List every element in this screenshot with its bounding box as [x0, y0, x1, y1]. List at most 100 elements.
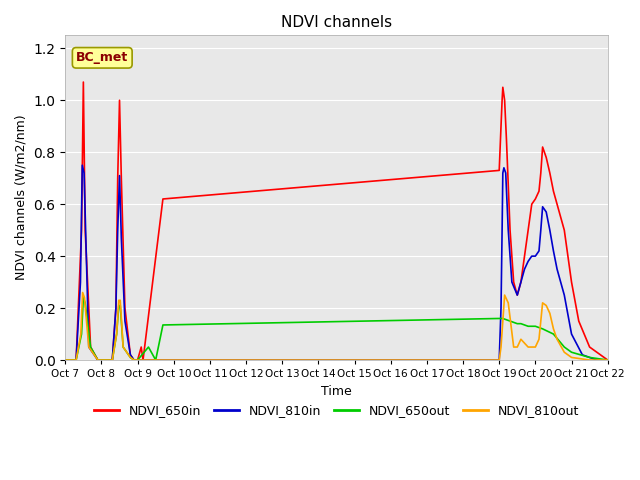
NDVI_650in	[79, 79, 87, 85]
NDVI_650in	[539, 144, 547, 150]
NDVI_650out	[87, 344, 95, 350]
NDVI_810out	[537, 318, 545, 324]
NDVI_810out	[532, 344, 540, 350]
NDVI_650out	[517, 321, 525, 326]
NDVI_810in	[579, 352, 586, 358]
NDVI_810in	[116, 173, 124, 179]
NDVI_650in	[513, 292, 521, 298]
X-axis label: Time: Time	[321, 384, 352, 397]
NDVI_650in	[500, 97, 508, 103]
NDVI_650in	[553, 201, 561, 207]
NDVI_650out	[134, 357, 141, 363]
NDVI_810out	[535, 336, 543, 342]
NDVI_650in	[118, 175, 125, 181]
NDVI_810in	[61, 357, 69, 363]
NDVI_650in	[546, 170, 554, 176]
NDVI_810in	[542, 209, 550, 215]
NDVI_810in	[97, 357, 105, 363]
NDVI_810in	[145, 357, 152, 363]
NDVI_650in	[524, 227, 532, 233]
NDVI_810out	[517, 336, 525, 342]
NDVI_810out	[130, 357, 138, 363]
NDVI_650out	[130, 357, 138, 363]
NDVI_650in	[521, 253, 529, 259]
NDVI_810out	[61, 357, 69, 363]
NDVI_810in	[561, 292, 568, 298]
NDVI_650in	[495, 168, 503, 173]
NDVI_650in	[138, 344, 145, 350]
NDVI_810out	[539, 300, 547, 306]
NDVI_810out	[72, 357, 80, 363]
NDVI_650out	[499, 315, 507, 321]
NDVI_650in	[81, 227, 89, 233]
NDVI_810out	[116, 298, 124, 303]
NDVI_650in	[114, 175, 122, 181]
NDVI_810out	[553, 336, 561, 342]
NDVI_810out	[524, 344, 532, 350]
NDVI_650in	[94, 357, 102, 363]
NDVI_810out	[127, 355, 134, 360]
NDVI_810in	[535, 248, 543, 254]
NDVI_650in	[61, 357, 69, 363]
NDVI_650out	[81, 300, 89, 306]
NDVI_810out	[145, 357, 152, 363]
NDVI_810out	[115, 298, 123, 303]
NDVI_810out	[500, 292, 508, 298]
NDVI_810in	[513, 292, 521, 298]
NDVI_650out	[61, 357, 69, 363]
NDVI_650out	[108, 357, 116, 363]
NDVI_650in	[116, 97, 124, 103]
NDVI_650in	[535, 188, 543, 194]
NDVI_650in	[561, 227, 568, 233]
NDVI_650out	[113, 331, 120, 337]
NDVI_650out	[495, 315, 503, 321]
NDVI_810out	[97, 357, 105, 363]
NDVI_810in	[121, 318, 129, 324]
NDVI_810out	[119, 344, 127, 350]
NDVI_810out	[546, 311, 554, 316]
NDVI_810in	[521, 266, 529, 272]
NDVI_650out	[561, 344, 568, 350]
NDVI_810in	[546, 227, 554, 233]
NDVI_650out	[94, 357, 102, 363]
NDVI_650out	[550, 331, 557, 337]
NDVI_650in	[497, 123, 505, 129]
NDVI_810in	[118, 235, 125, 241]
NDVI_650out	[586, 355, 593, 360]
Text: BC_met: BC_met	[76, 51, 129, 64]
NDVI_650in	[586, 344, 593, 350]
NDVI_650in	[575, 318, 582, 324]
NDVI_810in	[504, 227, 512, 233]
NDVI_810in	[85, 344, 93, 350]
NDVI_810in	[127, 352, 134, 358]
NDVI_650in	[112, 305, 120, 311]
NDVI_810out	[495, 357, 503, 363]
NDVI_810in	[593, 357, 601, 363]
NDVI_810out	[542, 302, 550, 308]
NDVI_650out	[152, 357, 159, 363]
NDVI_810out	[134, 357, 141, 363]
NDVI_810out	[499, 318, 507, 324]
NDVI_650out	[72, 357, 80, 363]
NDVI_810in	[524, 258, 532, 264]
NDVI_810out	[550, 326, 557, 332]
NDVI_810in	[499, 170, 507, 176]
NDVI_650in	[159, 196, 167, 202]
NDVI_650in	[517, 279, 525, 285]
NDVI_810in	[528, 253, 536, 259]
NDVI_810in	[114, 227, 122, 233]
Legend: NDVI_650in, NDVI_810in, NDVI_650out, NDVI_810out: NDVI_650in, NDVI_810in, NDVI_650out, NDV…	[89, 399, 584, 422]
Line: NDVI_650in: NDVI_650in	[65, 82, 608, 360]
NDVI_650in	[542, 155, 550, 160]
NDVI_810out	[77, 331, 84, 337]
NDVI_650out	[97, 357, 105, 363]
NDVI_810out	[497, 344, 505, 350]
Line: NDVI_650out: NDVI_650out	[65, 298, 608, 360]
NDVI_810in	[130, 357, 138, 363]
NDVI_810in	[500, 165, 508, 171]
NDVI_810in	[497, 305, 505, 311]
NDVI_810out	[94, 357, 102, 363]
NDVI_650out	[115, 302, 123, 308]
NDVI_650in	[97, 357, 105, 363]
NDVI_650in	[510, 279, 518, 285]
